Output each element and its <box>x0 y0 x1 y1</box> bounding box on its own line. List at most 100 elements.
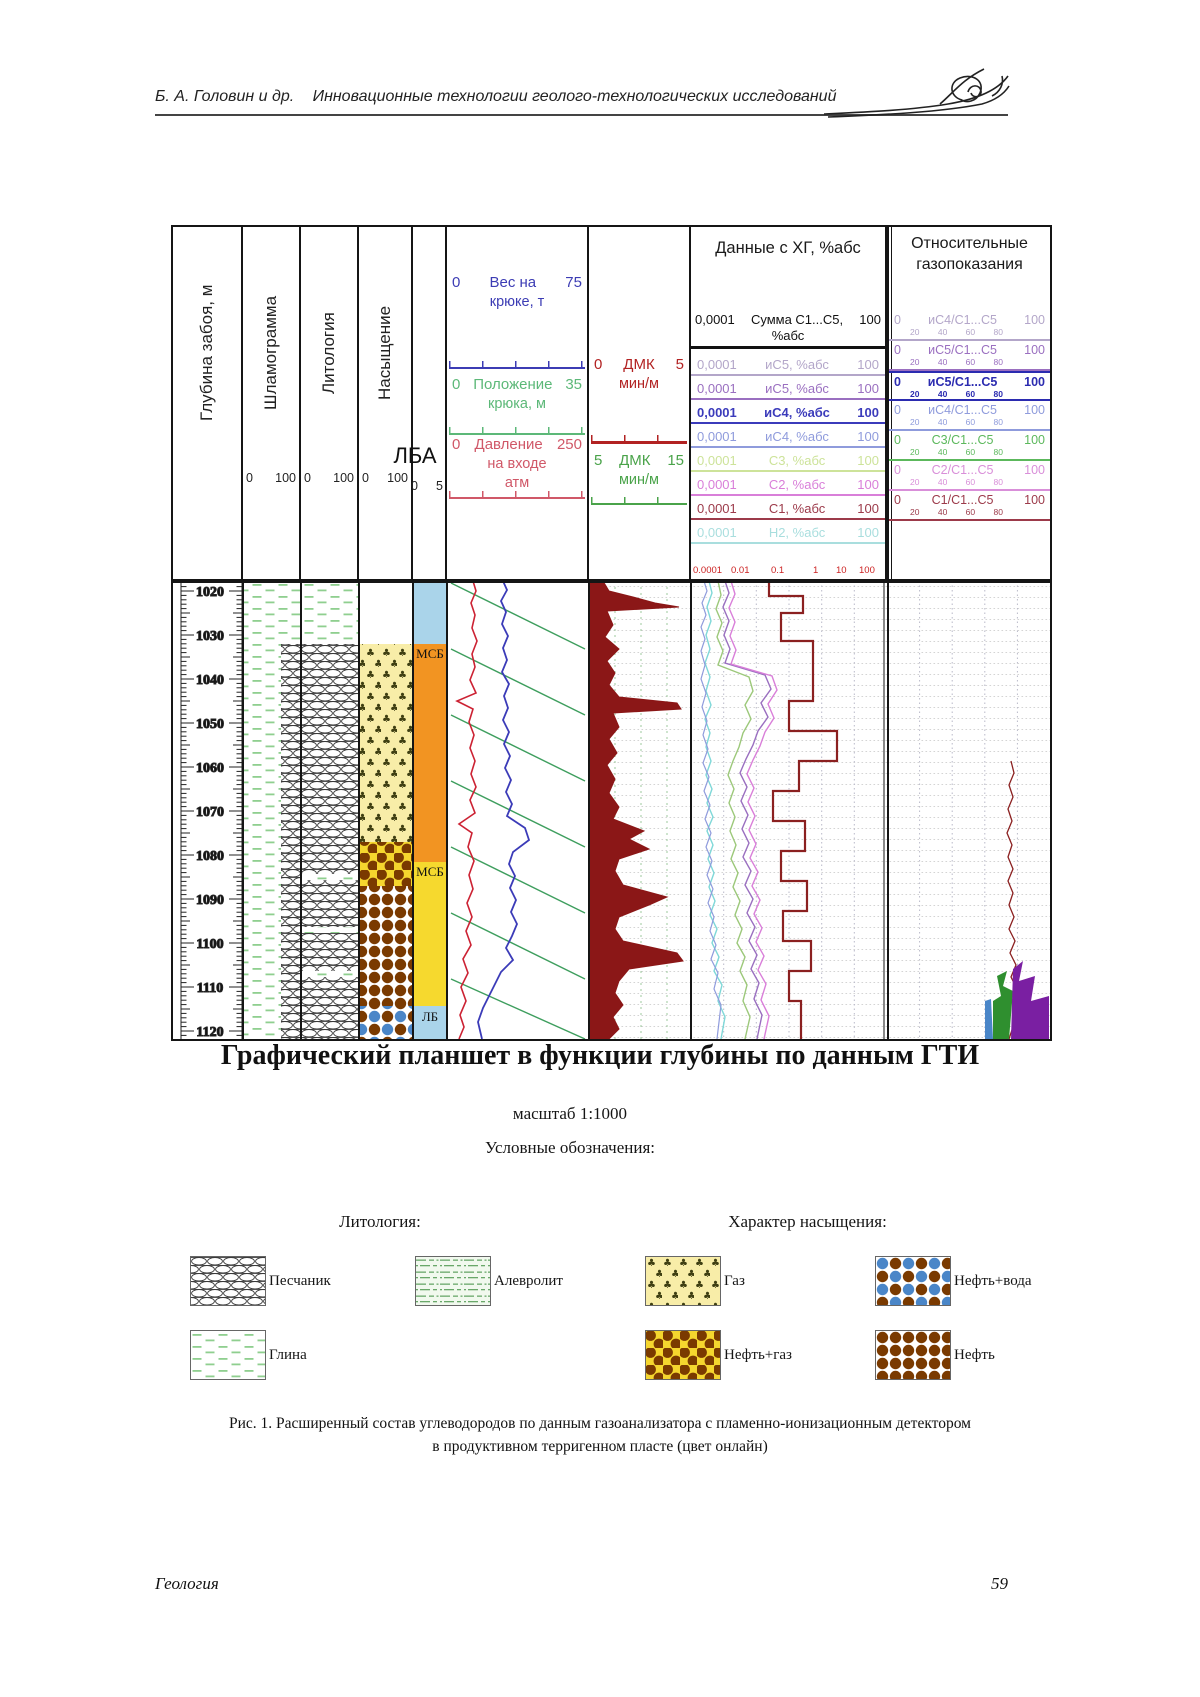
depth-label: 1070 <box>196 805 224 820</box>
rel-green-blob <box>993 971 1013 1039</box>
hg-row-c1: 0,0001 С1, %абс 100 <box>691 496 885 520</box>
log-data-band: ♣ ♣ <box>173 581 1050 1039</box>
track-header-satur: Насыщение 0 100 <box>359 227 413 581</box>
c3-curve <box>715 581 754 1039</box>
dmk-slow-max: 15 <box>667 452 684 469</box>
rel-blue-sliver <box>985 999 993 1039</box>
siltstone-swatch <box>415 1256 491 1306</box>
hg-row-c2: 0,0001 С2, %абс 100 <box>691 472 885 496</box>
saturation-heading: Характер насыщения: <box>728 1212 887 1231</box>
dmk-fast-scaleline <box>591 435 687 444</box>
track-header-dmk: 0 ДМК 5 мин/м 5 ДМК 15 мин/м <box>589 227 691 581</box>
dmk-slow-min: 5 <box>594 452 603 469</box>
pressure-header: 0 Давление 250 на входе атм <box>447 435 587 493</box>
dmk-slow-label: ДМК <box>619 452 651 469</box>
rel-row-c1: 0 С1/С1...С5 100 20 40 60 80 <box>889 491 1050 521</box>
hook-weight-max: 75 <box>565 274 582 291</box>
lba-scale: 0 5 <box>411 479 443 493</box>
rel-purple-blob <box>1011 961 1049 1039</box>
rel-row-ic4a: 0 иС4/С1...С5 100 20 40 60 80 <box>889 311 1050 341</box>
hg-row-ic4a: 0,0001 иС4, %абс 100 <box>691 400 885 424</box>
dmk-fast-unit: мин/м <box>618 376 660 392</box>
hook-weight-scaleline <box>449 361 585 369</box>
lith-track-label: Литология <box>319 312 338 394</box>
depth-label: 1100 <box>196 937 223 952</box>
footer-section: Геология <box>155 1574 219 1593</box>
track-header-rel: Относительные газопоказания 0 иС4/С1...С5… <box>887 227 1050 581</box>
track-header-depth: Глубина забоя, м <box>173 227 243 581</box>
depth-label: 1060 <box>196 761 224 776</box>
hg-title: Данные с ХГ, %абс <box>715 239 861 257</box>
pressure-max: 250 <box>556 436 582 453</box>
lba-lb-zone <box>413 1006 447 1039</box>
caption-line2: в продуктивном терригенном пласте (цвет … <box>432 1438 768 1456</box>
dmk-fast-header: 0 ДМК 5 мин/м <box>589 355 689 394</box>
lith-clay-interbed <box>301 927 359 933</box>
depth-label: 1030 <box>196 629 224 644</box>
running-head-authors: Б. А. Головин и др. <box>155 88 295 105</box>
caption-line1: Рис. 1. Расширенный состав углеводородов… <box>229 1415 971 1432</box>
lba-scale-min: 0 <box>411 479 418 493</box>
legend-heading: Условные обозначения: <box>484 1138 656 1157</box>
satur-oilgas-zone <box>359 842 413 886</box>
pressure-label: Давление <box>474 436 543 453</box>
hg-row-h2: 0,0001 Н2, %абс 100 <box>691 520 885 544</box>
hook-position-header: 0 Положение 35 крюка, м <box>447 375 587 414</box>
track-header-lba: ЛБА 0 5 <box>393 227 447 581</box>
satur-scale: 0 100 <box>362 471 408 485</box>
hg-row-c3: 0,0001 С3, %абс 100 <box>691 448 885 472</box>
rel-row-c3: 0 С3/С1...С5 100 20 40 60 80 <box>889 431 1050 461</box>
pressure-unit: на входе <box>487 456 547 472</box>
journal-logo <box>823 68 1010 118</box>
hook-position-curve <box>450 582 586 1039</box>
hook-position-scaleline <box>449 427 585 435</box>
running-head-title: Инновационные технологии геолого-техноло… <box>312 88 837 105</box>
hook-position-unit: крюка, м <box>487 396 547 412</box>
c1-sum-curve <box>767 581 839 1039</box>
lith-clay-interbed <box>301 874 359 880</box>
shlam-track-label: Шламограмма <box>261 295 280 411</box>
depth-ruler: 1020 1030 1040 1050 1060 1070 1080 1090 1100 1110… <box>180 581 243 1039</box>
lith-clay-interbed <box>301 971 359 977</box>
h2-curve <box>704 581 726 1039</box>
legend-gas: Газ <box>645 1256 745 1306</box>
scale-note: масштаб 1:1000 <box>512 1104 628 1123</box>
legend-oil: Нефть <box>875 1330 995 1380</box>
legend-siltstone: Алевролит <box>415 1256 563 1306</box>
dmk-curve <box>588 581 684 1039</box>
page-footer: Геология 59 <box>155 1574 1008 1594</box>
footer-page-number: 59 <box>991 1574 1008 1593</box>
depth-label: 1080 <box>196 849 224 864</box>
legend-sandstone: Песчаник <box>190 1256 331 1306</box>
depth-label: 1020 <box>196 585 224 600</box>
depth-label: 1110 <box>197 981 223 996</box>
satur-track-label: Насыщение <box>375 305 394 401</box>
running-head: Б. А. Головин и др. Инновационные технол… <box>155 88 836 106</box>
lba-upper-blue <box>413 581 447 644</box>
track-header-lith: Литология 0 100 <box>301 227 359 581</box>
dmk-slow-unit: мин/м <box>618 472 660 488</box>
track-header-shlam: Шламограмма 0 100 <box>243 227 301 581</box>
hook-position-min: 0 <box>452 376 461 393</box>
depth-label: 1040 <box>196 673 224 688</box>
pressure-scaleline <box>449 491 585 499</box>
hg-sum-min: 0,0001 <box>695 312 735 327</box>
hook-weight-curve <box>477 581 531 1039</box>
oil-gas-swatch <box>645 1330 721 1380</box>
lith-clay-top <box>301 581 359 644</box>
pressure-curve <box>455 581 478 1039</box>
dotted-grid <box>589 581 1050 1039</box>
track-borders <box>173 581 1050 1039</box>
shlam-sand-fill <box>281 644 301 1039</box>
hg-sum-row: 0,0001 Сумма С1...С5, 100 %абс <box>691 311 885 349</box>
c2-curve <box>728 581 778 1039</box>
gas-swatch <box>645 1256 721 1306</box>
shlam-scale: 0 100 <box>246 471 296 485</box>
lith-scale: 0 100 <box>304 471 354 485</box>
lba-orange-zone <box>413 644 447 862</box>
hook-position-label: Положение <box>473 376 553 393</box>
pressure-unit2: атм <box>504 475 530 491</box>
clay-swatch <box>190 1330 266 1380</box>
lithology-heading: Литология: <box>339 1212 421 1231</box>
lba-yellow-zone <box>413 862 447 1006</box>
